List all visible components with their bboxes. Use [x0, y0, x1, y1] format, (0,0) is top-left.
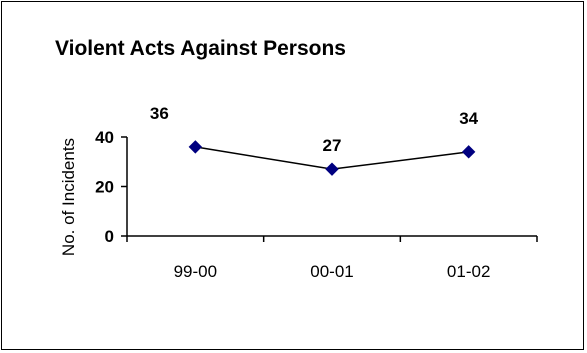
- data-label-0: 36: [150, 104, 169, 123]
- y-tick-label-2: 40: [95, 128, 114, 147]
- data-label-2: 34: [459, 109, 478, 128]
- chart-title: Violent Acts Against Persons: [55, 37, 346, 60]
- y-tick-label-1: 20: [95, 178, 114, 197]
- data-point-1: [325, 162, 339, 176]
- data-point-0: [188, 140, 203, 154]
- x-tick-label-0: 99-00: [174, 262, 217, 281]
- data-label-1: 27: [323, 136, 342, 155]
- x-tick-label-1: 00-01: [310, 262, 353, 281]
- x-tick-label-2: 01-02: [447, 262, 490, 281]
- y-axis-label: No. of Incidents: [59, 138, 78, 256]
- data-point-2: [461, 145, 476, 159]
- y-tick-label-0: 0: [105, 227, 114, 246]
